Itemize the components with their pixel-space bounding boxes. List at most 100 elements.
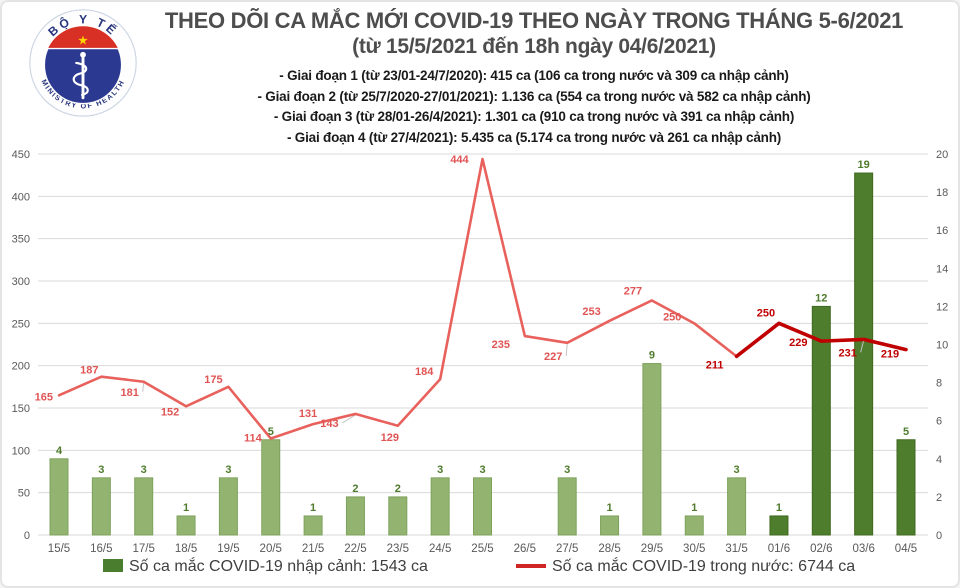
caduceus-icon [72,51,89,100]
x-axis-tick: 22/5 [344,543,366,555]
line-value-label: 143 [320,418,338,430]
x-axis-tick: 28/5 [598,543,620,555]
line-value-label: 229 [789,337,807,349]
bar-value-label: 4 [56,445,63,457]
line-series-dark [734,321,908,359]
bar [727,477,747,536]
bar-value-label: 3 [564,464,570,476]
label-connector [565,343,568,356]
line-value-label: 277 [624,285,642,297]
bar [811,305,831,536]
x-axis-tick: 21/5 [302,543,324,555]
label-connector [142,382,145,392]
line-series-light [57,157,738,440]
x-axis-tick: 19/5 [217,543,239,555]
right-axis-tick: 0 [936,530,942,542]
bar-value-label: 3 [225,464,231,476]
chart-svg: 0501001502002503003504004500246810121416… [12,149,949,555]
x-axis-tick: 29/5 [641,543,663,555]
bar-value-label: 1 [776,502,782,514]
right-axis-tick: 6 [936,416,942,428]
x-axis-tick: 03/6 [852,543,874,555]
x-axis-labels: 15/5 16/5 17/5 18/5 19/5 20/5 21/5 22/5 23/5 24/5… [48,543,917,555]
right-axis-tick: 20 [936,149,948,161]
line-value-label: 444 [450,154,469,166]
bar-value-label: 5 [268,426,274,438]
x-axis-tick: 24/5 [429,543,451,555]
x-axis-tick: 18/5 [175,543,197,555]
label-connector [342,414,356,424]
x-axis-tick: 25/5 [471,543,493,555]
phase-2-summary: - Giai đoạn 2 (từ 25/7/2020-27/01/2021):… [257,88,811,104]
bar [600,515,620,536]
x-axis-tick: 15/5 [48,543,70,555]
x-axis-tick: 31/5 [725,543,747,555]
line-value-label: 152 [161,406,179,418]
bars-series [49,172,916,536]
line-value-label: 165 [35,391,53,403]
bar-swatch-icon [103,559,123,572]
legend-imported-label: Số ca mắc COVID-19 nhập cảnh: 1543 ca [129,558,428,575]
x-axis-tick: 20/5 [260,543,282,555]
bar [642,363,662,536]
x-axis-tick: 26/5 [514,543,536,555]
line-value-label: 253 [582,306,600,318]
bar [91,477,111,536]
line-value-label: 175 [204,374,222,386]
logo-flag-band [44,26,122,50]
left-axis-tick: 350 [12,234,30,246]
left-axis-tick: 100 [12,445,30,457]
line-value-label: 187 [80,365,98,377]
label-connectors [142,340,865,424]
x-axis-tick: 23/5 [387,543,409,555]
left-axis-labels: 0 50 100 150 200 250 300 350 400 450 [12,149,30,542]
label-connector [860,340,865,353]
legend-item-imported: Số ca mắc COVID-19 nhập cảnh: 1543 ca [103,558,428,576]
phase-1-summary: - Giai đoạn 1 (từ 23/01-24/7/2020): 415 … [279,68,789,83]
line-value-label: 181 [121,387,139,399]
bar-value-label: 3 [437,464,443,476]
phase-4-summary: - Giai đoạn 4 (từ 27/4/2021): 5.435 ca (… [286,129,782,145]
page-title: THEO DÕI CA MẮC MỚI COVID-19 THEO NGÀY T… [164,8,904,33]
right-axis-tick: 14 [936,263,948,275]
bar [684,515,704,536]
chart-legend: Số ca mắc COVID-19 nhập cảnh: 1543 ca Số… [0,556,960,582]
right-axis-tick: 2 [936,492,942,504]
bar-value-label: 3 [98,464,104,476]
right-axis-tick: 16 [936,225,948,237]
bar [345,496,365,536]
left-axis-tick: 450 [12,149,30,161]
x-axis-tick: 27/5 [556,543,578,555]
x-axis-tick: 17/5 [133,543,155,555]
page-subtitle: (từ 15/5/2021 đến 18h ngày 04/6/2021) [352,35,716,58]
bar-value-label: 1 [606,502,612,514]
right-axis-tick: 12 [936,301,948,313]
bar-value-label: 2 [395,483,401,495]
line-value-label: 250 [663,311,681,323]
line-value-label: 227 [544,351,562,363]
bar [854,172,874,536]
right-axis-tick: 8 [936,378,942,390]
line-value-label: 129 [381,432,399,444]
line-value-labels: 1651871811521751141311431291844442352272… [35,154,900,444]
header-text-block: THEO DÕI CA MẮC MỚI COVID-19 THEO NGÀY T… [128,6,940,148]
bar [473,477,492,536]
bar-value-label: 12 [815,292,827,304]
bar [218,477,238,536]
x-axis-tick: 30/5 [683,543,705,555]
line-value-label: 184 [415,366,434,378]
line-value-label: 219 [881,349,899,361]
line-swatch-icon [516,564,546,568]
line-value-label: 231 [838,347,856,359]
bar [176,515,196,536]
left-axis-tick: 200 [12,361,30,373]
bar-value-label: 2 [352,483,358,495]
bar [430,477,450,536]
right-axis-tick: 18 [936,187,948,199]
legend-domestic-label: Số ca mắc COVID-19 trong nước: 6744 ca [552,558,856,575]
left-axis-tick: 150 [12,403,30,415]
bar-value-label: 1 [691,502,697,514]
phase-3-summary: - Giai đoạn 3 (từ 28/01-26/4/2021): 1.30… [273,109,795,124]
